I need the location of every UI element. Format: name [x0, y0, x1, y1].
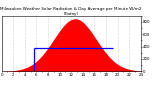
Title: Milwaukee Weather Solar Radiation & Day Average per Minute W/m2 (Today): Milwaukee Weather Solar Radiation & Day …	[0, 7, 142, 16]
